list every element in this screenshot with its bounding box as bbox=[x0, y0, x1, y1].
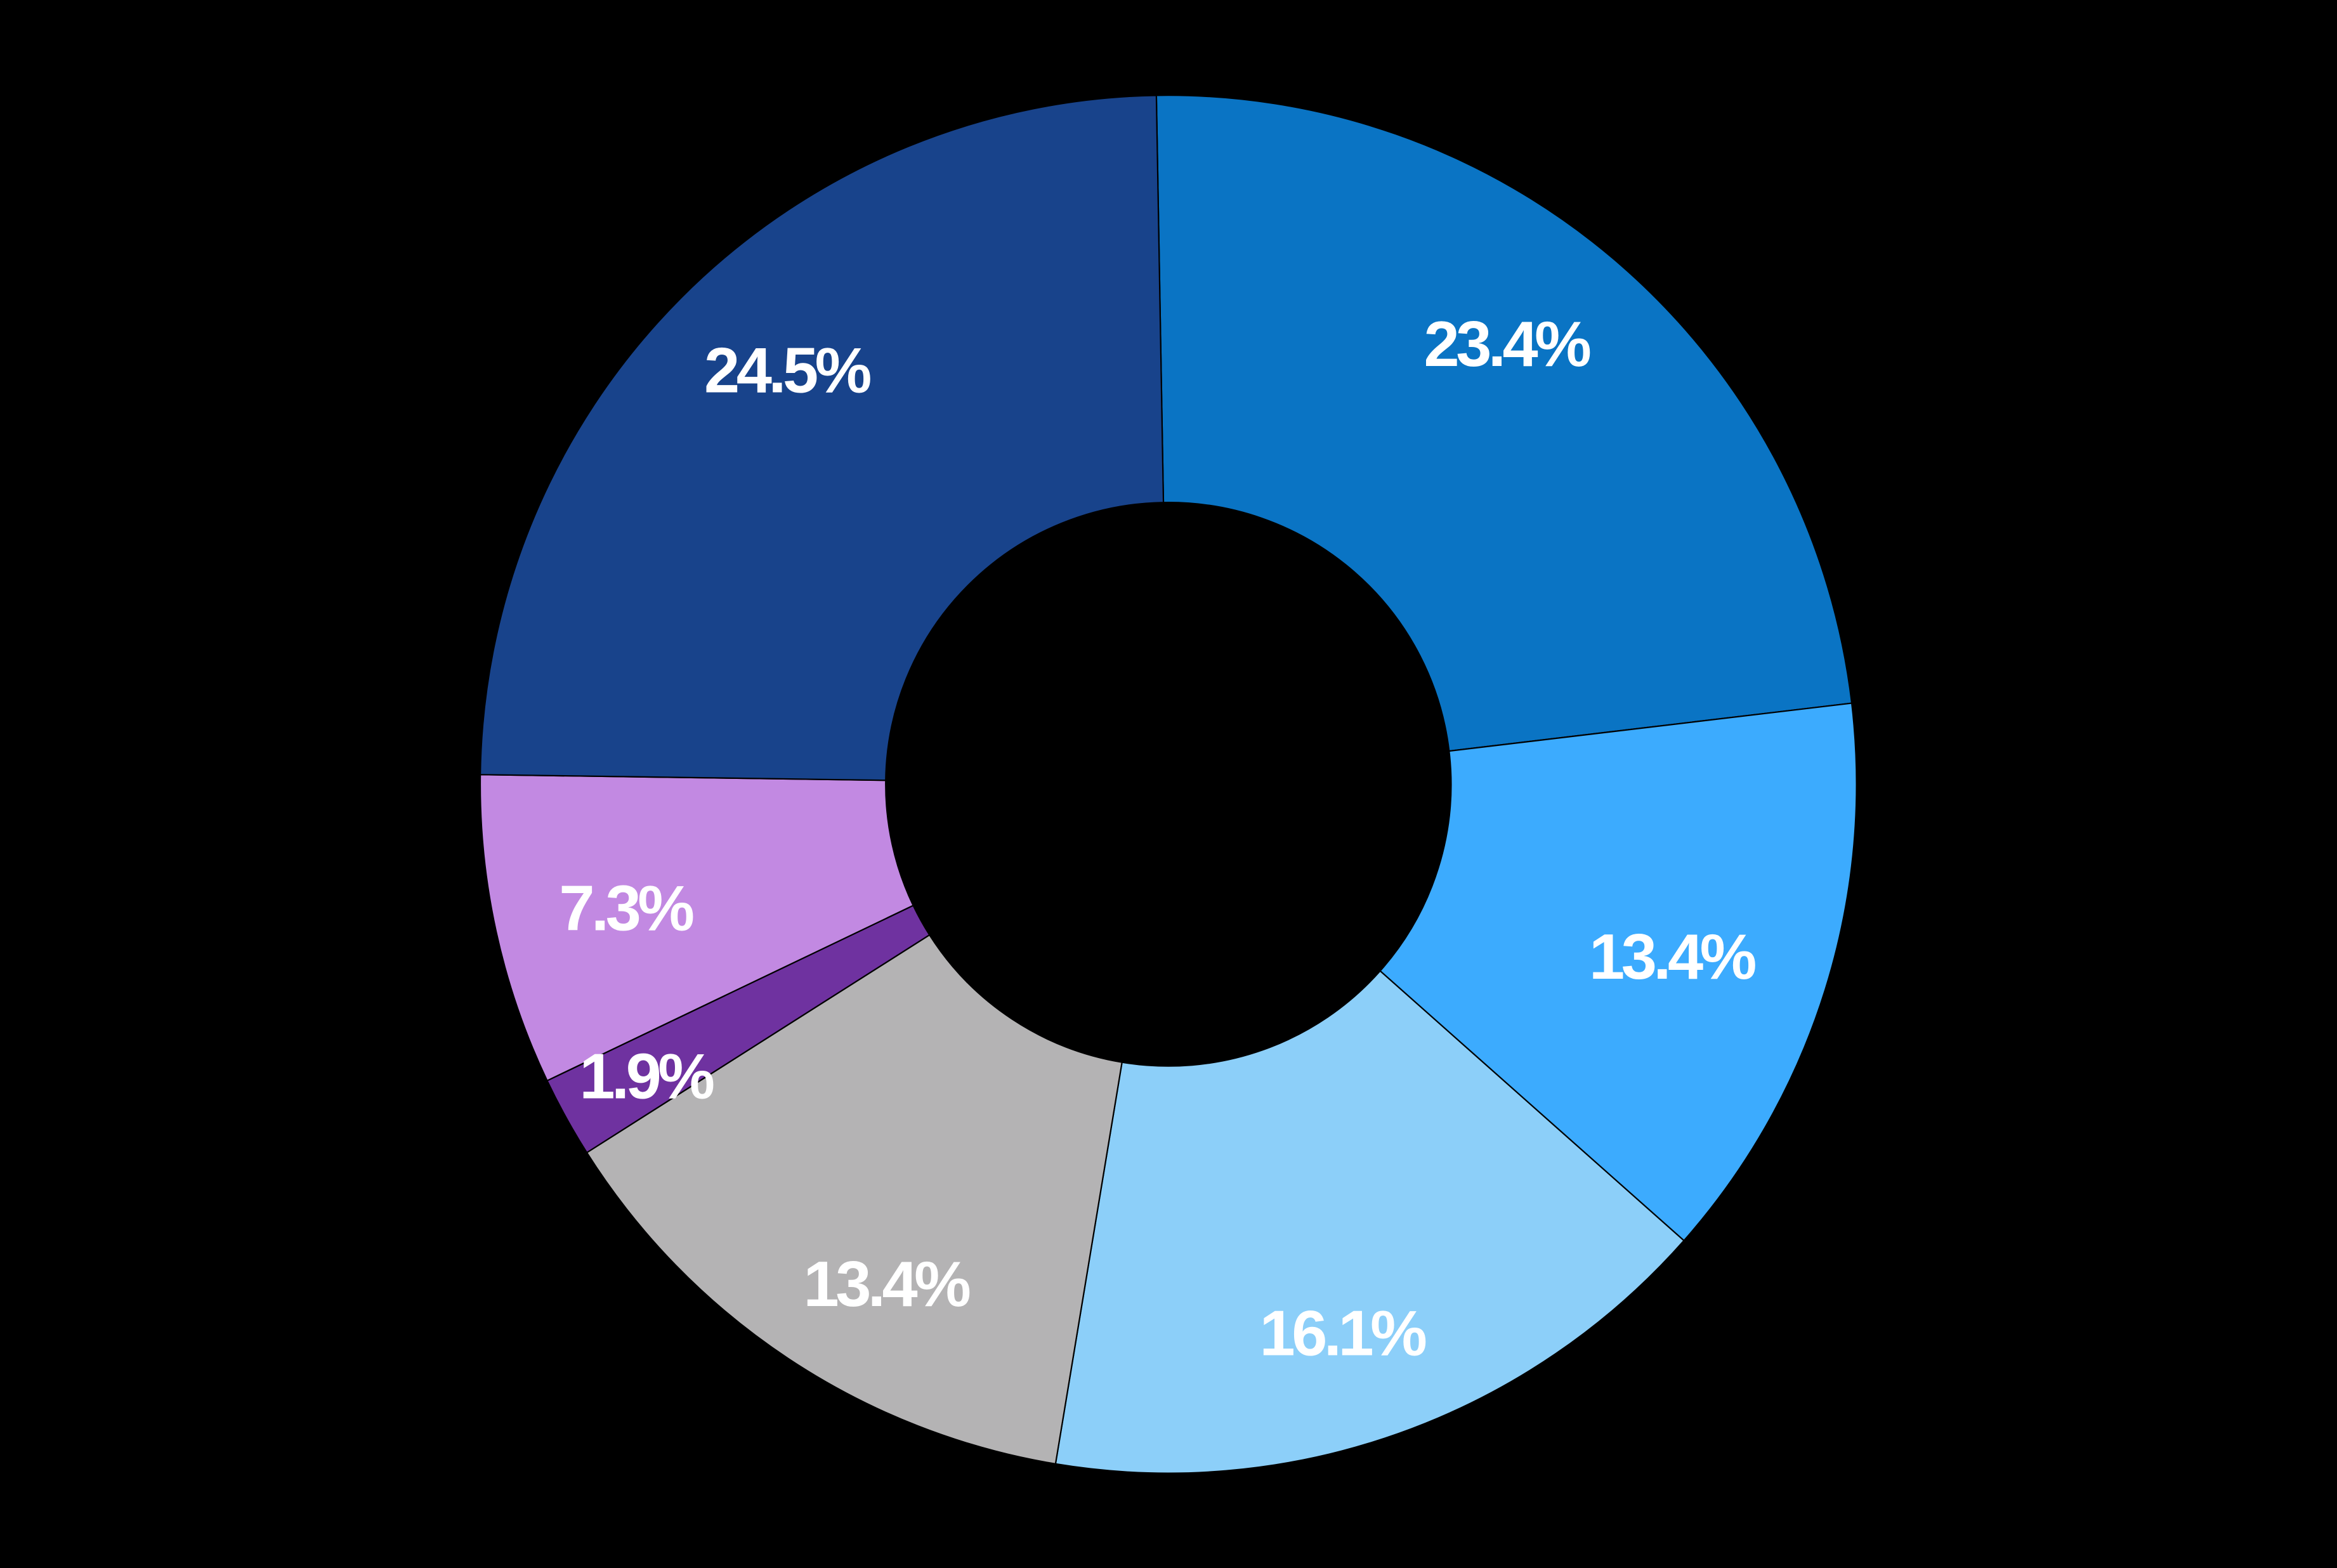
svg-text:23.4%: 23.4% bbox=[1424, 309, 1591, 380]
svg-text:1.9%: 1.9% bbox=[579, 1041, 714, 1112]
svg-text:13.4%: 13.4% bbox=[1589, 922, 1756, 993]
svg-text:24.5%: 24.5% bbox=[704, 335, 871, 406]
svg-text:13.4%: 13.4% bbox=[804, 1249, 971, 1320]
svg-text:16.1%: 16.1% bbox=[1260, 1298, 1427, 1369]
svg-text:7.3%: 7.3% bbox=[559, 873, 693, 944]
